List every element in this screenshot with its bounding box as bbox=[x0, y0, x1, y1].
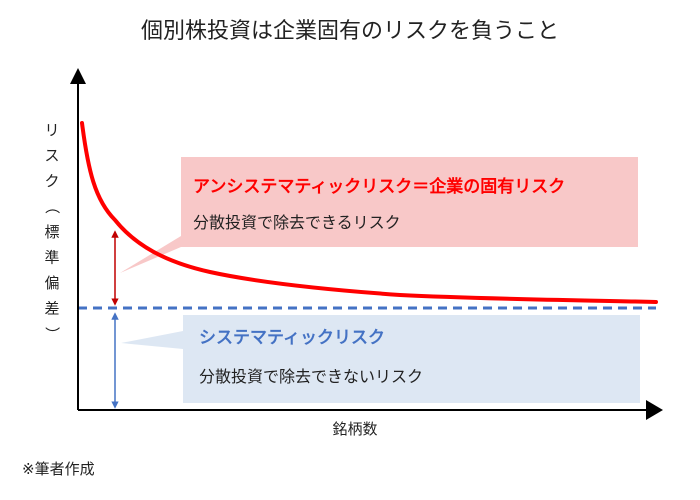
unsystematic-callout-pointer bbox=[120, 236, 181, 273]
y-axis-label-char: 偏 bbox=[44, 274, 59, 292]
unsystematic-callout-description: 分散投資で除去できるリスク bbox=[193, 213, 401, 232]
systematic-callout-pointer bbox=[121, 331, 183, 349]
y-axis-label-char: ク bbox=[44, 172, 59, 190]
y-axis-arrowhead bbox=[70, 68, 86, 84]
y-axis-label-char: ス bbox=[44, 147, 59, 165]
y-axis-label-char: リ bbox=[44, 121, 59, 139]
y-axis-label-char: （ bbox=[43, 199, 61, 214]
y-axis-label-char: 差 bbox=[44, 300, 59, 318]
systematic-callout-box bbox=[183, 315, 640, 403]
systematic-callout-description: 分散投資で除去できないリスク bbox=[199, 367, 423, 386]
y-axis-label-char: 準 bbox=[44, 249, 59, 267]
x-axis-label: 銘柄数 bbox=[332, 420, 377, 438]
diagram-title: 個別株投資は企業固有のリスクを負うこと bbox=[141, 19, 559, 44]
footnote: ※筆者作成 bbox=[22, 460, 95, 478]
risk-curve bbox=[80, 121, 658, 304]
y-axis-label-char: ） bbox=[43, 326, 61, 341]
unsystematic-callout-box bbox=[181, 157, 638, 247]
x-axis-arrowhead bbox=[646, 400, 663, 420]
unsystematic-callout-title: アンシステマティックリスク＝企業の固有リスク bbox=[193, 176, 565, 197]
y-axis-label-char: 標 bbox=[44, 223, 59, 241]
systematic-callout-title: システマティックリスク bbox=[199, 328, 385, 348]
